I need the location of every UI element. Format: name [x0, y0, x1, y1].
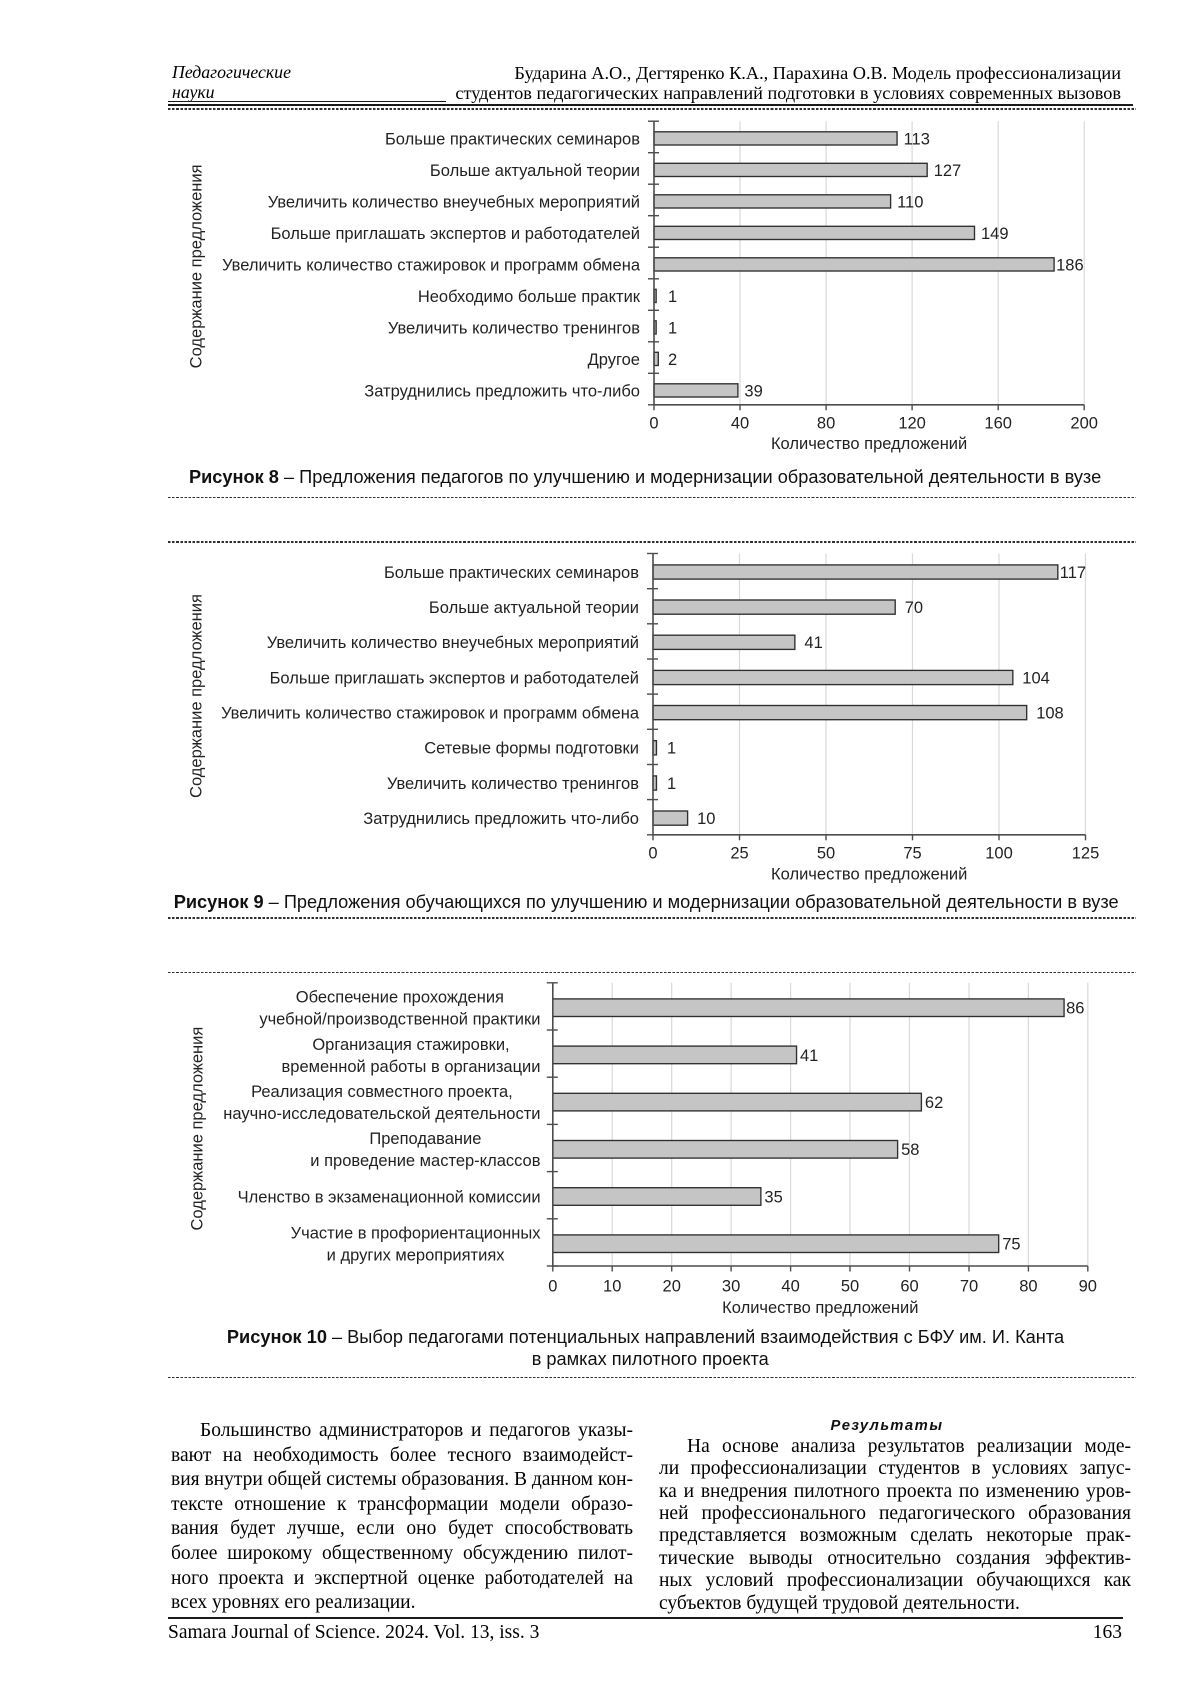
- svg-text:50: 50: [817, 844, 835, 862]
- svg-text:75: 75: [1002, 1236, 1020, 1254]
- svg-text:62: 62: [925, 1094, 943, 1112]
- svg-text:108: 108: [1036, 705, 1064, 723]
- svg-text:Преподавание: Преподавание: [369, 1130, 481, 1148]
- svg-text:0: 0: [648, 844, 657, 862]
- svg-text:120: 120: [898, 415, 926, 433]
- svg-text:127: 127: [934, 162, 962, 180]
- svg-text:35: 35: [764, 1188, 782, 1206]
- svg-text:научно-исследовательской деяте: научно-исследовательской деятельности: [223, 1105, 540, 1123]
- svg-text:25: 25: [730, 844, 748, 862]
- svg-text:Членство в экзаменационной ком: Членство в экзаменационной комиссии: [238, 1188, 541, 1206]
- svg-text:50: 50: [841, 1278, 859, 1296]
- svg-text:Количество предложений: Количество предложений: [771, 866, 967, 884]
- svg-text:Затруднились предложить что-ли: Затруднились предложить что-либо: [364, 382, 640, 400]
- svg-text:Больше практических семинаров: Больше практических семинаров: [384, 564, 639, 582]
- svg-text:41: 41: [800, 1047, 818, 1065]
- svg-text:10: 10: [603, 1278, 621, 1296]
- svg-text:30: 30: [722, 1278, 740, 1296]
- svg-text:Содержание предложения: Содержание предложения: [188, 1027, 206, 1231]
- svg-text:70: 70: [905, 599, 923, 617]
- svg-text:1: 1: [667, 740, 676, 758]
- svg-text:Участие в профориентационных: Участие в профориентационных: [291, 1225, 542, 1243]
- svg-text:Больше приглашать экспертов и: Больше приглашать экспертов и работодате…: [271, 225, 640, 243]
- svg-text:Другое: Другое: [588, 351, 640, 369]
- svg-text:Больше приглашать экспертов и: Больше приглашать экспертов и работодате…: [270, 669, 639, 687]
- svg-text:Больше актуальной теории: Больше актуальной теории: [429, 599, 639, 617]
- svg-text:40: 40: [781, 1278, 799, 1296]
- svg-text:Увеличить количество внеучебны: Увеличить количество внеучебных мероприя…: [268, 193, 640, 211]
- svg-text:0: 0: [548, 1278, 557, 1296]
- svg-text:и других мероприятиях: и других мероприятиях: [327, 1247, 506, 1265]
- svg-text:Количество предложений: Количество предложений: [771, 435, 967, 453]
- svg-text:186: 186: [1056, 256, 1084, 274]
- svg-text:80: 80: [1019, 1278, 1037, 1296]
- svg-text:1: 1: [667, 775, 676, 793]
- svg-text:временной работы в организации: временной работы в организации: [282, 1058, 541, 1076]
- svg-text:учебной/производственной практ: учебной/производственной практики: [259, 1011, 540, 1029]
- svg-text:100: 100: [985, 844, 1013, 862]
- svg-text:110: 110: [897, 193, 923, 211]
- svg-text:60: 60: [900, 1278, 918, 1296]
- svg-text:Увеличить количество тренингов: Увеличить количество тренингов: [388, 319, 640, 337]
- svg-text:41: 41: [804, 634, 822, 652]
- svg-text:90: 90: [1079, 1278, 1097, 1296]
- svg-text:39: 39: [744, 382, 762, 400]
- svg-text:Содержание предложения: Содержание предложения: [187, 594, 205, 798]
- svg-text:200: 200: [1070, 415, 1098, 433]
- svg-text:58: 58: [901, 1141, 919, 1159]
- svg-text:160: 160: [984, 415, 1012, 433]
- svg-text:40: 40: [731, 415, 749, 433]
- svg-text:1: 1: [668, 288, 677, 306]
- svg-text:10: 10: [697, 810, 715, 828]
- svg-text:75: 75: [903, 844, 921, 862]
- svg-text:Количество предложений: Количество предложений: [722, 1299, 918, 1317]
- svg-text:Сетевые формы подготовки: Сетевые формы подготовки: [424, 740, 639, 758]
- svg-text:117: 117: [1060, 564, 1086, 582]
- svg-text:80: 80: [817, 415, 835, 433]
- svg-text:113: 113: [904, 130, 930, 148]
- svg-text:Увеличить количество тренингов: Увеличить количество тренингов: [387, 775, 639, 793]
- svg-text:Увеличить количество внеучебны: Увеличить количество внеучебных мероприя…: [267, 634, 639, 652]
- svg-text:Организация стажировки,: Организация стажировки,: [312, 1036, 509, 1054]
- svg-text:Затруднились предложить что-ли: Затруднились предложить что-либо: [363, 810, 639, 828]
- svg-text:149: 149: [981, 225, 1009, 243]
- svg-text:Увеличить количество стажирово: Увеличить количество стажировок и програ…: [221, 705, 640, 723]
- svg-text:Необходимо больше практик: Необходимо больше практик: [418, 288, 641, 306]
- svg-text:и проведение мастер-классов: и проведение мастер-классов: [310, 1152, 540, 1170]
- svg-text:125: 125: [1072, 844, 1100, 862]
- svg-text:Увеличить количество стажирово: Увеличить количество стажировок и програ…: [222, 256, 641, 274]
- svg-text:Больше практических семинаров: Больше практических семинаров: [385, 130, 640, 148]
- svg-text:Обеспечение прохождения: Обеспечение прохождения: [296, 989, 504, 1007]
- svg-text:Реализация совместного проекта: Реализация совместного проекта,: [251, 1083, 513, 1101]
- svg-text:Содержание предложения: Содержание предложения: [187, 164, 205, 368]
- svg-text:Больше актуальной теории: Больше актуальной теории: [430, 162, 640, 180]
- svg-text:86: 86: [1066, 1000, 1084, 1018]
- svg-text:1: 1: [668, 319, 677, 337]
- svg-text:20: 20: [663, 1278, 681, 1296]
- svg-text:0: 0: [649, 415, 658, 433]
- svg-text:2: 2: [668, 351, 677, 369]
- svg-text:70: 70: [960, 1278, 978, 1296]
- svg-text:104: 104: [1022, 669, 1050, 687]
